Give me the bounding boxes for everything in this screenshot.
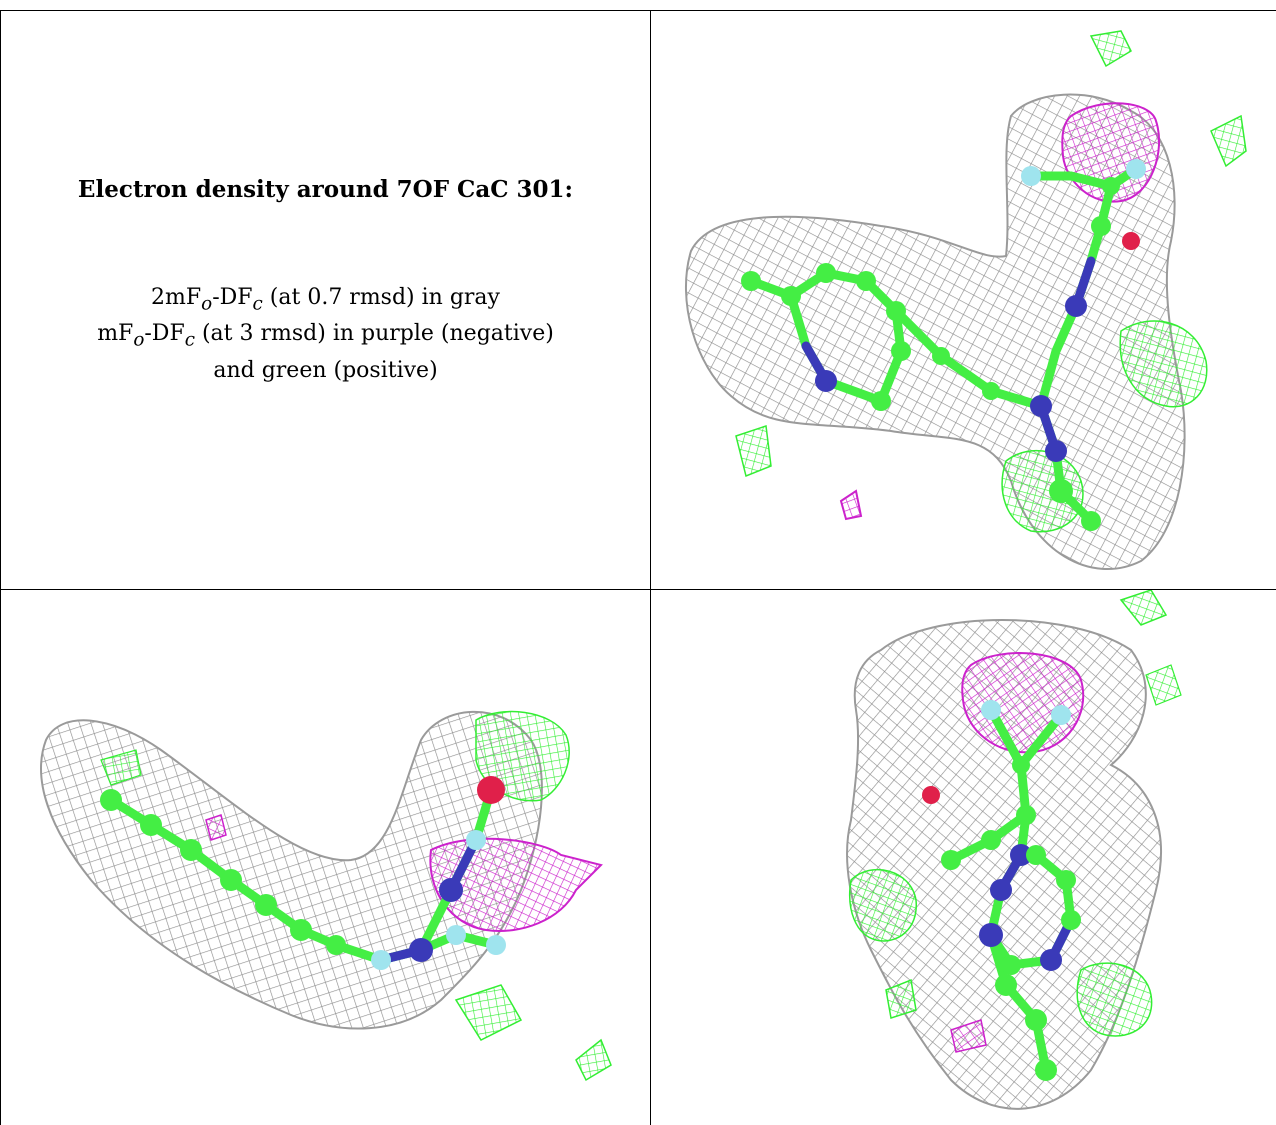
legend-text: (at 0.7 rmsd) in gray [262,285,500,310]
legend-text: -DF [144,321,185,347]
legend-line-1: 2mFo-DFc (at 0.7 rmsd) in gray [1,283,650,319]
legend-line-2: mFo-DFc (at 3 rmsd) in purple (negative) [1,319,650,355]
density-render-bottom-left [40,710,612,1082]
legend-sub: o [201,293,213,315]
density-render-bottom-right [846,590,1182,1110]
legend-line-3: and green (positive) [213,357,438,383]
legend-text: (at 3 rmsd) in purple (negative) [194,321,554,347]
horizontal-divider [0,589,1276,590]
ligand-atoms [741,159,1146,531]
green-density-mesh [100,710,612,1082]
ligand-atoms [922,700,1081,1081]
caption-panel: Electron density around 7OF CaC 301: 2mF… [1,11,650,589]
legend-sub: c [184,329,195,351]
density-render-top-right [684,30,1247,570]
density-view-bottom-left [1,590,650,1125]
legend-sub: o [133,329,145,351]
left-border [0,10,1,1125]
legend-text: mF [97,321,134,347]
top-border [0,10,1276,11]
legend-text: -DF [212,285,253,310]
green-density-mesh [849,590,1182,1037]
legend-sub: c [252,293,263,315]
density-view-top-right [651,11,1276,589]
legend-text: 2mF [151,285,202,310]
vertical-divider [650,10,651,1125]
density-view-bottom-right [651,590,1276,1125]
figure-legend: 2mFo-DFc (at 0.7 rmsd) in gray mFo-DFc (… [1,283,650,386]
figure-title: Electron density around 7OF CaC 301: [77,176,574,203]
ligand-atoms [100,776,506,970]
